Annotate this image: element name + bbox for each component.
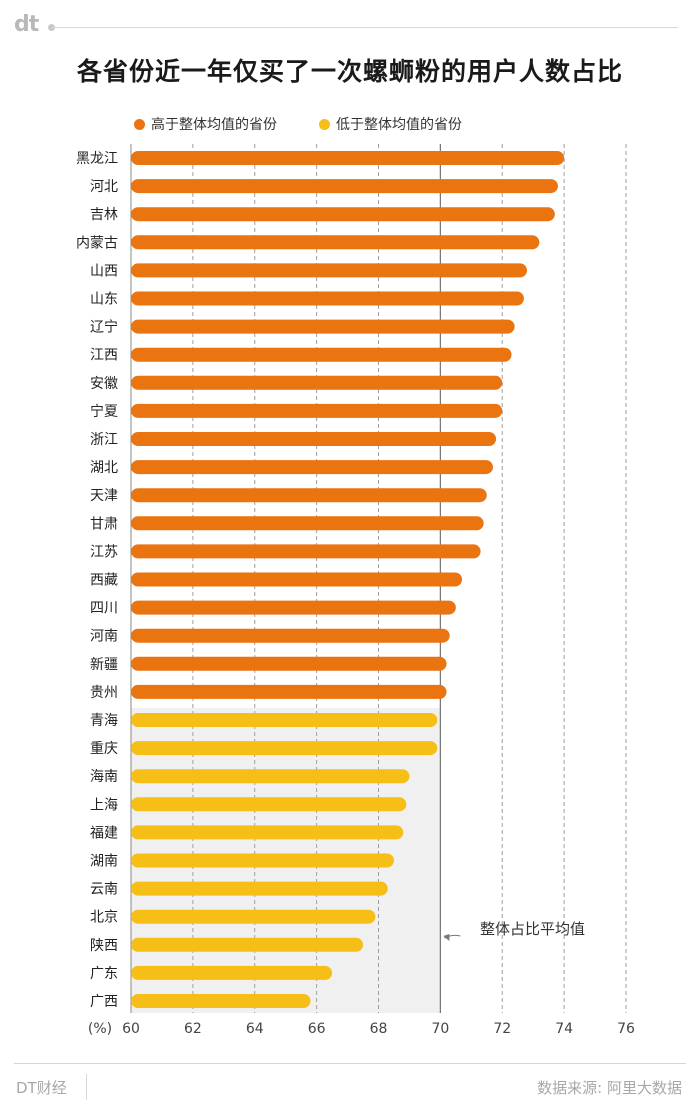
bar [131, 319, 515, 334]
bar [131, 965, 333, 980]
category-label: 天津 [90, 488, 118, 504]
category-label: 内蒙古 [76, 235, 118, 251]
x-tick-label: 60 [122, 1021, 140, 1037]
bar [131, 600, 456, 615]
legend-item-below: 低于整体均值的省份 [319, 114, 462, 134]
bar [131, 403, 503, 418]
bar [131, 572, 463, 587]
category-label: 湖南 [90, 854, 118, 870]
legend-dot-below [319, 118, 330, 130]
bar [131, 881, 388, 896]
category-label: 黑龙江 [76, 151, 118, 167]
legend-label-above: 高于整体均值的省份 [151, 117, 277, 133]
bar [131, 994, 311, 1008]
category-label: 北京 [90, 910, 118, 926]
average-annotation: 整体占比平均值 [480, 920, 585, 938]
bar [131, 544, 481, 559]
category-label: 河南 [90, 629, 118, 645]
category-label: 河北 [90, 179, 118, 195]
header-dot [48, 24, 55, 31]
category-label: 福建 [90, 825, 118, 841]
category-label: 山西 [90, 263, 118, 279]
bar [131, 488, 487, 503]
bar [131, 909, 376, 924]
bar [131, 516, 484, 531]
bar [131, 263, 527, 278]
category-label: 海南 [90, 769, 118, 785]
x-tick-label: 70 [431, 1021, 449, 1037]
category-label: 新疆 [90, 657, 118, 673]
x-tick-label: 66 [308, 1021, 326, 1037]
x-axis-unit: (%) [88, 1021, 112, 1037]
header-divider [52, 27, 678, 28]
category-label: 上海 [90, 797, 118, 813]
category-label: 吉林 [90, 207, 118, 223]
bar [131, 684, 447, 699]
x-tick-label: 64 [246, 1021, 264, 1037]
bar [131, 797, 407, 812]
legend-label-below: 低于整体均值的省份 [336, 117, 462, 133]
category-label: 广东 [90, 966, 118, 982]
x-tick-label: 76 [617, 1021, 635, 1037]
footer-brand: DT财经 [16, 1079, 67, 1097]
bar [131, 713, 438, 727]
chart-title: 各省份近一年仅买了一次螺蛳粉的用户人数占比 [76, 57, 623, 86]
category-label: 山东 [90, 292, 118, 308]
dt-logo: dt [14, 12, 39, 37]
legend-dot-above [134, 118, 145, 130]
bar [131, 235, 540, 250]
x-tick-label: 74 [555, 1021, 573, 1037]
bar [131, 460, 493, 475]
category-label: 云南 [90, 882, 118, 898]
bar [131, 375, 503, 390]
chart-legend: 高于整体均值的省份 低于整体均值的省份 [134, 114, 462, 134]
bar [131, 656, 447, 671]
bar [131, 741, 438, 756]
bar [131, 432, 497, 446]
category-label: 湖北 [90, 460, 118, 476]
category-label: 辽宁 [90, 319, 118, 336]
category-label: 重庆 [90, 741, 118, 757]
category-label: 陕西 [90, 938, 118, 954]
category-label: 贵州 [90, 685, 118, 701]
x-tick-label: 62 [184, 1021, 202, 1037]
category-label: 四川 [90, 601, 118, 617]
data-source: 数据来源: 阿里大数据 [537, 1079, 682, 1097]
bar [131, 151, 565, 165]
footer-divider [14, 1063, 686, 1064]
category-label: 西藏 [90, 573, 118, 589]
footer-separator [86, 1074, 87, 1100]
category-label: 甘肃 [90, 516, 118, 532]
bar [131, 347, 512, 362]
legend-item-above: 高于整体均值的省份 [134, 114, 277, 134]
category-label: 宁夏 [90, 403, 118, 420]
bar [131, 853, 394, 868]
category-label: 青海 [90, 713, 118, 729]
category-label: 江苏 [90, 544, 118, 560]
bar [131, 825, 404, 840]
bar [131, 628, 450, 643]
bar [131, 179, 558, 194]
annotation-arrowhead [443, 934, 450, 941]
bar [131, 769, 410, 784]
category-label: 江西 [90, 348, 118, 364]
bar [131, 937, 364, 952]
bar [131, 207, 555, 222]
category-label: 浙江 [90, 432, 118, 448]
bar-chart: 黑龙江河北吉林内蒙古山西山东辽宁江西安徽宁夏浙江湖北天津甘肃江苏西藏四川河南新疆… [76, 144, 635, 1037]
x-tick-label: 72 [493, 1021, 511, 1037]
category-label: 安徽 [90, 376, 118, 392]
x-tick-label: 68 [370, 1021, 388, 1037]
category-label: 广西 [90, 994, 118, 1010]
bar [131, 291, 524, 306]
